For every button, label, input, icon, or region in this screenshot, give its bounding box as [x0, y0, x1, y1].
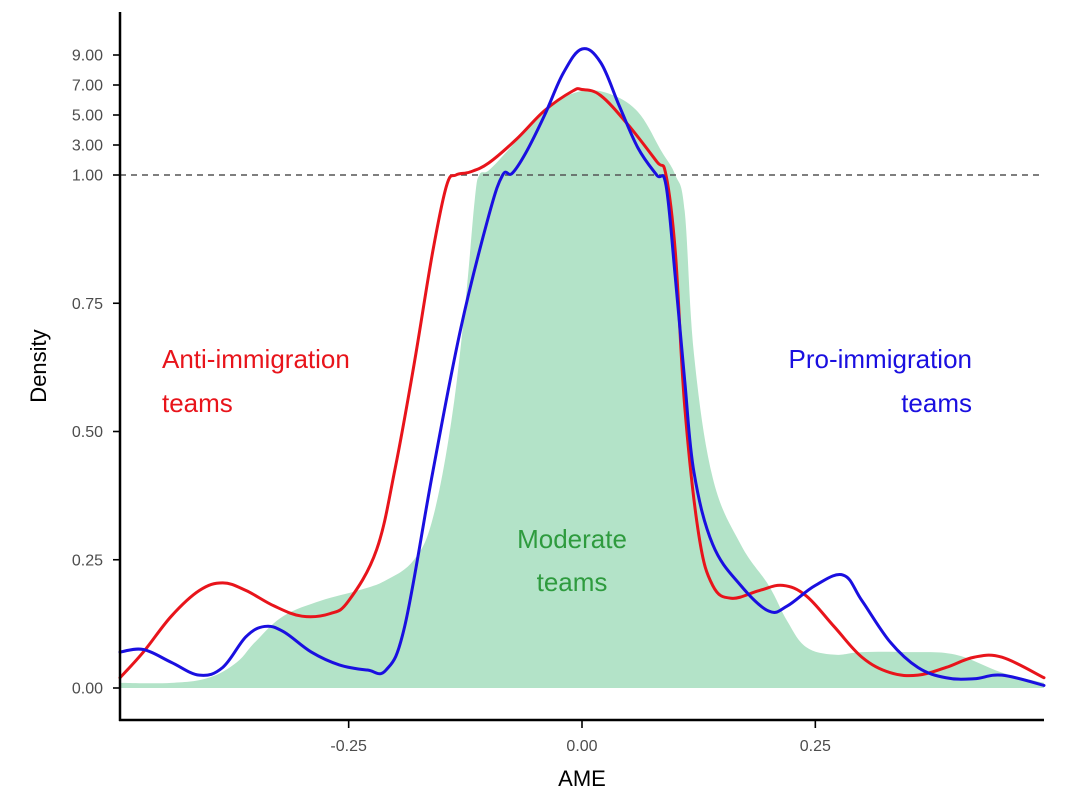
y-tick-label: 0.00	[72, 681, 103, 698]
density-lines-group	[118, 47, 1046, 687]
y-axis-title: Density	[26, 329, 51, 402]
anti-immigration-density-line	[118, 87, 1046, 680]
anti-immigration-label-line2: teams	[162, 388, 233, 418]
pro-immigration-density-line	[118, 47, 1046, 687]
x-axis-title: AME	[558, 766, 606, 791]
y-tick-label: 1.00	[72, 168, 103, 185]
x-tick-label: 0.00	[566, 738, 597, 755]
pro-immigration-label-line2: teams	[901, 388, 972, 418]
x-tick-label: 0.25	[800, 738, 831, 755]
anti-immigration-label-line1: Anti-immigration	[162, 344, 350, 374]
y-ticks-group: 0.00 0.25 0.50 0.75 1.00 3.00 5.00 7.00 9.00	[72, 48, 120, 698]
y-tick-label: 0.50	[72, 424, 103, 441]
moderate-density-area-group	[120, 90, 1044, 688]
y-tick-label: 3.00	[72, 138, 103, 155]
pro-immigration-label-line1: Pro-immigration	[789, 344, 973, 374]
moderate-label-line1: Moderate	[517, 524, 627, 554]
x-ticks-group: -0.25 0.00 0.25	[330, 720, 831, 755]
y-tick-label: 0.75	[72, 296, 103, 313]
y-tick-label: 0.25	[72, 552, 103, 569]
moderate-density-area	[120, 90, 1044, 688]
y-tick-label: 5.00	[72, 108, 103, 125]
x-tick-label: -0.25	[330, 738, 367, 755]
y-tick-label: 9.00	[72, 48, 103, 65]
y-tick-label: 7.00	[72, 78, 103, 95]
moderate-label-line2: teams	[537, 567, 608, 597]
